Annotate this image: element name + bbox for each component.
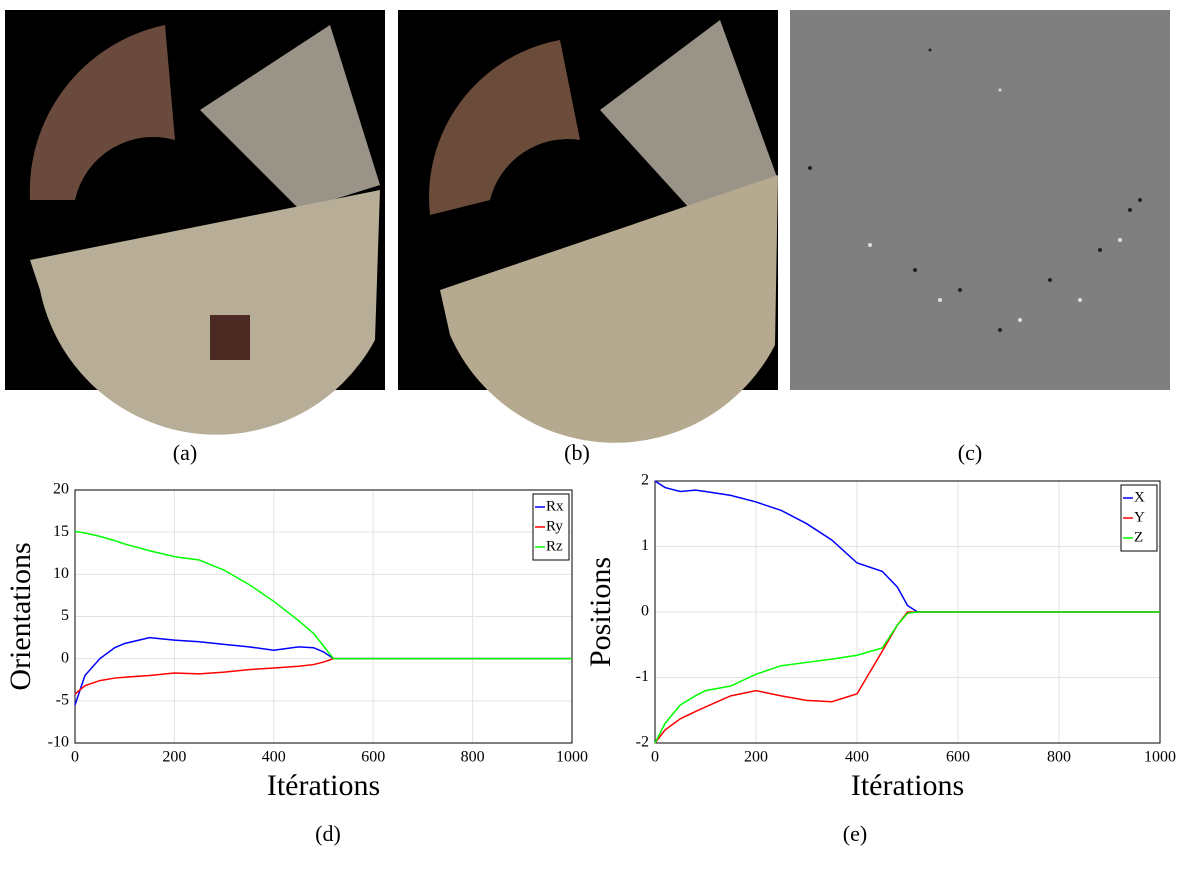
legend-label: Z	[1134, 529, 1143, 545]
panel-a	[5, 10, 385, 435]
x-tick-label: 800	[461, 749, 485, 766]
y-tick-label: 2	[641, 472, 649, 489]
x-tick-label: 0	[651, 749, 659, 766]
y-tick-label: 0	[641, 603, 649, 620]
x-axis-label: Itérations	[851, 769, 964, 802]
caption: (e)	[843, 821, 867, 846]
y-tick-label: -2	[636, 734, 649, 751]
x-tick-label: 400	[262, 749, 286, 766]
x-tick-label: 0	[71, 749, 79, 766]
legend-label: Rz	[546, 538, 563, 554]
x-tick-label: 200	[162, 749, 186, 766]
legend-label: Rx	[546, 498, 564, 514]
panel-b	[398, 10, 778, 443]
series-line	[654, 611, 1160, 744]
x-tick-label: 200	[744, 749, 768, 766]
x-tick-label: 600	[946, 749, 970, 766]
y-tick-label: 1	[641, 537, 649, 554]
x-tick-label: 1000	[1144, 749, 1176, 766]
y-tick-label: -1	[636, 668, 649, 685]
y-tick-label: 10	[53, 565, 69, 582]
y-tick-label: 0	[61, 649, 69, 666]
axes-frame	[74, 489, 573, 744]
y-tick-label: 15	[53, 523, 69, 540]
caption: (a)	[173, 440, 197, 465]
y-axis-label: Orientations	[4, 542, 37, 690]
caption: (b)	[564, 440, 590, 465]
x-axis-label: Itérations	[267, 769, 380, 802]
legend-label: Ry	[546, 518, 563, 534]
y-tick-label: -10	[48, 734, 69, 751]
y-tick-label: -5	[56, 692, 69, 709]
x-tick-label: 800	[1047, 749, 1071, 766]
panel-c	[790, 10, 1170, 390]
series-line	[74, 530, 572, 660]
x-tick-label: 1000	[556, 749, 588, 766]
legend-label: Y	[1134, 509, 1145, 525]
caption: (c)	[958, 440, 982, 465]
y-tick-label: 20	[53, 481, 69, 498]
y-tick-label: 5	[61, 607, 69, 624]
x-tick-label: 400	[845, 749, 869, 766]
x-tick-label: 600	[361, 749, 385, 766]
caption: (d)	[315, 821, 341, 846]
legend-label: X	[1134, 489, 1145, 505]
y-axis-label: Positions	[584, 557, 617, 667]
